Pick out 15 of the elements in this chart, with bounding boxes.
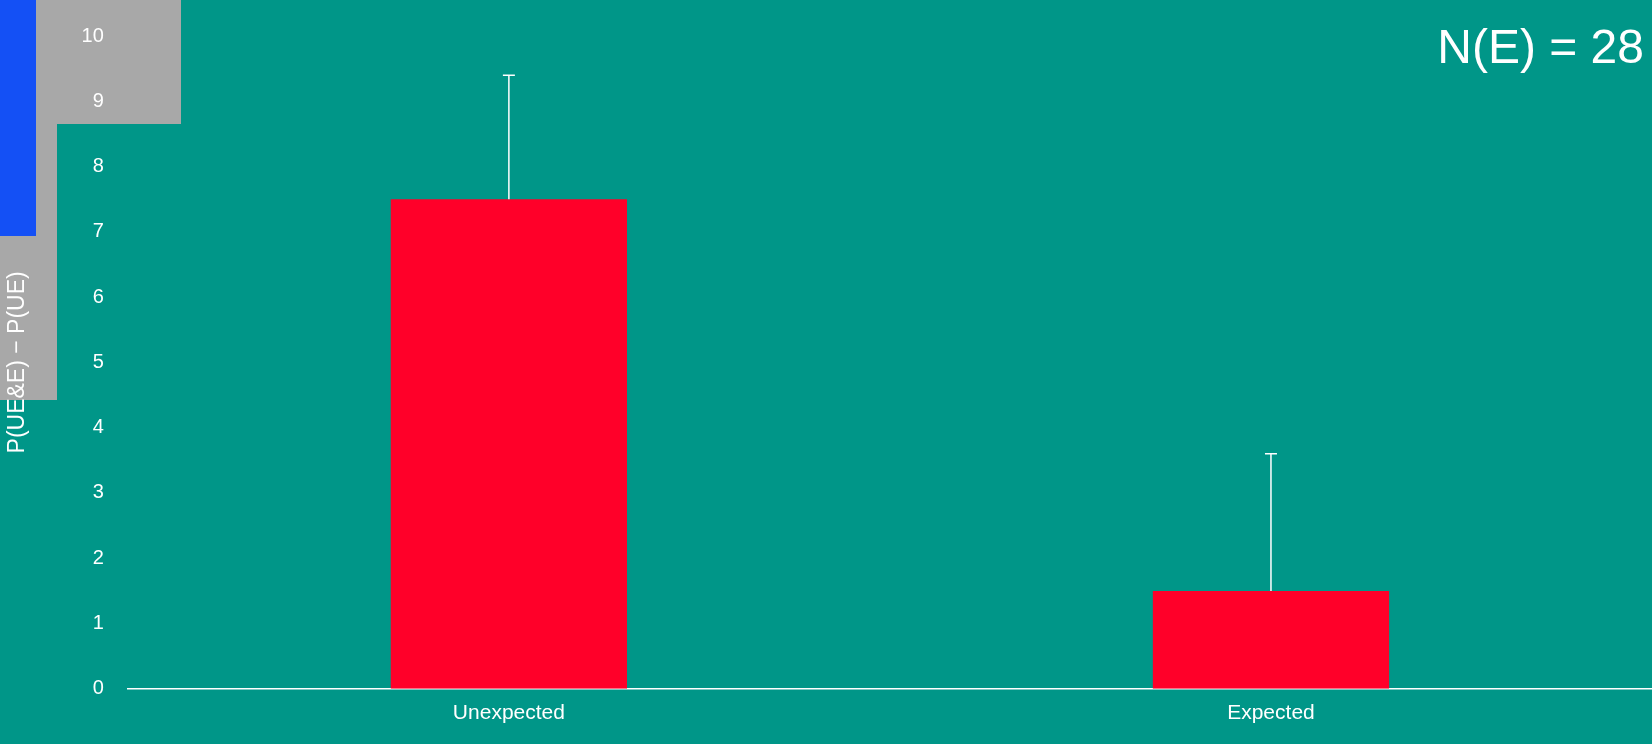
y-tick-label: 5 xyxy=(92,349,104,372)
y-axis-title: P(UE&E) − P(UE) xyxy=(3,271,30,454)
y-tick-label: 4 xyxy=(92,415,104,438)
y-tick-label: 0 xyxy=(92,676,104,699)
y-tick-label: 2 xyxy=(92,545,104,568)
x-tick-label: Unexpected xyxy=(452,700,565,724)
y-tick-label: 10 xyxy=(81,23,104,46)
y-tick-label: 9 xyxy=(92,88,104,111)
y-tick-label: 3 xyxy=(92,480,104,503)
y-tick-label: 6 xyxy=(92,284,104,307)
y-tick-label: 7 xyxy=(92,219,104,242)
y-tick-label: 8 xyxy=(92,154,104,177)
x-tick-label: Expected xyxy=(1227,700,1315,724)
annotation: N(E) = 28 xyxy=(1437,20,1644,74)
y-tick-label: 1 xyxy=(92,611,104,634)
